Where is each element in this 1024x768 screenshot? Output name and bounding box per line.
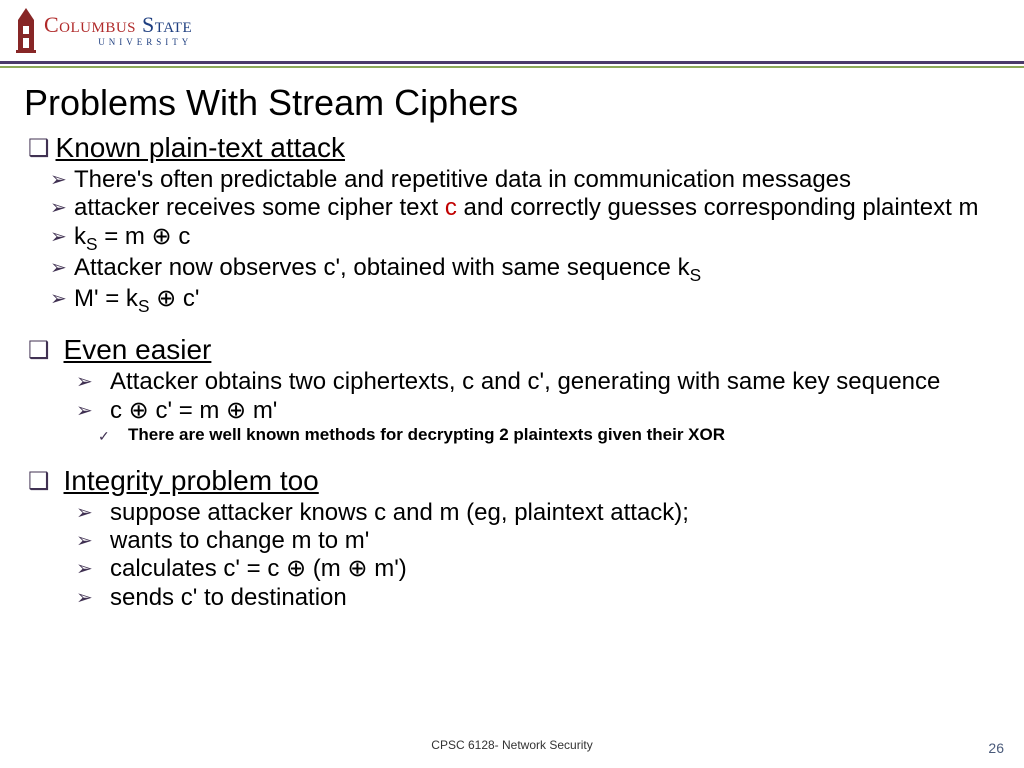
logo-word-1: Columbus [44, 12, 136, 37]
list-item: ➢wants to change m to m' [76, 527, 996, 555]
list-item: ➢kS = m ⊕ c [50, 223, 996, 254]
footer-text: CPSC 6128- Network Security [0, 738, 1024, 752]
tower-icon [14, 6, 38, 54]
bullet-list: ➢Attacker obtains two ciphertexts, c and… [76, 368, 996, 425]
section-head: ❑ Even easier [28, 334, 996, 368]
arrow-bullet-icon: ➢ [76, 584, 110, 612]
logo-sub: UNIVERSITY [44, 38, 192, 47]
page-title: Problems With Stream Ciphers [24, 82, 996, 124]
arrow-bullet-icon: ➢ [76, 555, 110, 583]
section-head: ❑ Integrity problem too [28, 465, 996, 499]
list-item: ➢attacker receives some cipher text c an… [50, 194, 996, 222]
list-item-text: Attacker obtains two ciphertexts, c and … [110, 368, 996, 396]
list-item-text: There's often predictable and repetitive… [74, 166, 996, 194]
arrow-bullet-icon: ➢ [76, 368, 110, 396]
arrow-bullet-icon: ➢ [50, 254, 74, 282]
arrow-bullet-icon: ➢ [76, 527, 110, 555]
page-number: 26 [988, 740, 1004, 756]
logo-word-2: State [142, 12, 192, 37]
list-item-text: calculates c' = c ⊕ (m ⊕ m') [110, 555, 996, 583]
list-item-text: attacker receives some cipher text c and… [74, 194, 996, 222]
section-title: Known plain-text attack [56, 132, 346, 164]
arrow-bullet-icon: ➢ [76, 499, 110, 527]
list-item: ➢c ⊕ c' = m ⊕ m' [76, 397, 996, 425]
header: Columbus State UNIVERSITY [0, 0, 1024, 68]
list-item-text: suppose attacker knows c and m (eg, plai… [110, 499, 996, 527]
list-item: ➢calculates c' = c ⊕ (m ⊕ m') [76, 555, 996, 583]
section-title: Integrity problem too [64, 465, 319, 497]
logo-text: Columbus State UNIVERSITY [44, 14, 192, 47]
check-text: There are well known methods for decrypt… [128, 425, 725, 445]
section-head: ❑Known plain-text attack [28, 132, 996, 166]
header-rule [0, 61, 1024, 68]
arrow-bullet-icon: ➢ [76, 397, 110, 425]
list-item-text: wants to change m to m' [110, 527, 996, 555]
square-bullet-icon: ❑ [28, 465, 50, 499]
list-item: ➢Attacker obtains two ciphertexts, c and… [76, 368, 996, 396]
square-bullet-icon: ❑ [28, 132, 50, 166]
check-icon: ✓ [98, 425, 128, 447]
section-title: Even easier [64, 334, 212, 366]
bullet-list: ➢suppose attacker knows c and m (eg, pla… [76, 499, 996, 612]
arrow-bullet-icon: ➢ [50, 194, 74, 222]
list-item-text: c ⊕ c' = m ⊕ m' [110, 397, 996, 425]
list-item-text: kS = m ⊕ c [74, 223, 996, 254]
content: Problems With Stream Ciphers ❑Known plai… [0, 68, 1024, 624]
list-item: ➢There's often predictable and repetitiv… [50, 166, 996, 194]
bullet-list: ➢There's often predictable and repetitiv… [50, 166, 996, 316]
list-item: ➢sends c' to destination [76, 584, 996, 612]
list-item-text: sends c' to destination [110, 584, 996, 612]
list-item-text: M' = kS ⊕ c' [74, 285, 996, 316]
logo: Columbus State UNIVERSITY [14, 6, 192, 54]
arrow-bullet-icon: ➢ [50, 166, 74, 194]
list-item: ➢M' = kS ⊕ c' [50, 285, 996, 316]
list-item: ➢Attacker now observes c', obtained with… [50, 254, 996, 285]
list-item: ➢suppose attacker knows c and m (eg, pla… [76, 499, 996, 527]
list-item-text: Attacker now observes c', obtained with … [74, 254, 996, 285]
check-item: ✓There are well known methods for decryp… [98, 425, 996, 447]
arrow-bullet-icon: ➢ [50, 223, 74, 251]
slide: Columbus State UNIVERSITY Problems With … [0, 0, 1024, 768]
square-bullet-icon: ❑ [28, 334, 50, 368]
arrow-bullet-icon: ➢ [50, 285, 74, 313]
